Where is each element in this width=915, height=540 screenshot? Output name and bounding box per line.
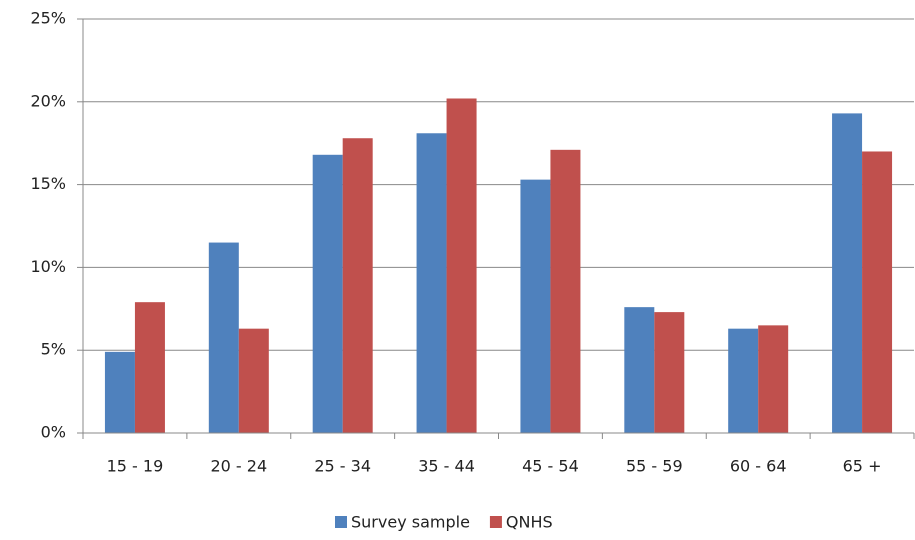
x-tick-label: 15 - 19: [107, 457, 164, 476]
bar: [208, 242, 239, 433]
bar: [654, 312, 685, 433]
bar: [104, 351, 135, 433]
x-tick-label: 35 - 44: [418, 457, 475, 476]
legend-label: Survey sample: [351, 513, 470, 532]
y-tick-label: 5%: [41, 340, 66, 359]
bar: [416, 133, 447, 434]
y-tick-label: 10%: [30, 257, 66, 276]
bar: [758, 325, 789, 433]
bar: [446, 98, 477, 433]
x-tick-label: 25 - 34: [314, 457, 371, 476]
x-tick-label: 60 - 64: [730, 457, 787, 476]
y-tick-label: 0%: [41, 423, 66, 442]
bar: [312, 154, 343, 434]
bar: [728, 328, 759, 433]
legend-swatch: [489, 516, 502, 528]
legend-swatch: [335, 516, 347, 528]
bar: [134, 302, 165, 433]
x-tick-label: 20 - 24: [210, 457, 267, 476]
x-tick-label: 55 - 59: [626, 457, 683, 476]
bar: [238, 328, 269, 433]
bar: [520, 179, 551, 433]
y-tick-label: 20%: [30, 91, 66, 110]
bar: [862, 151, 893, 434]
bar: [832, 113, 863, 433]
legend-label: QNHS: [506, 513, 553, 532]
bar: [550, 149, 581, 433]
bar: [624, 307, 655, 433]
y-tick-label: 25%: [30, 9, 66, 28]
y-tick-label: 15%: [30, 174, 66, 193]
bar: [342, 138, 373, 433]
x-tick-label: 45 - 54: [522, 457, 579, 476]
x-tick-label: 65 +: [843, 457, 882, 476]
